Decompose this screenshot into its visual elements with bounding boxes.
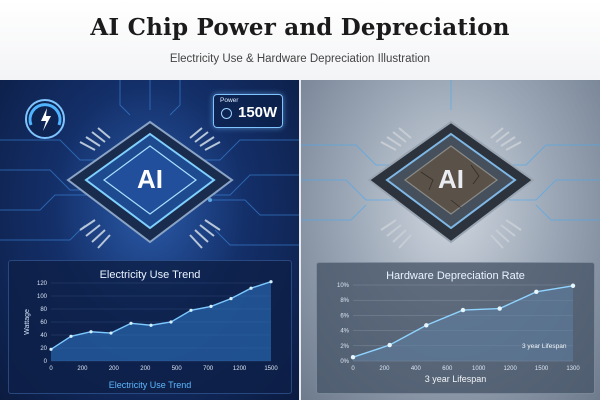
data-point	[570, 283, 576, 288]
depreciation-x-label: 3 year Lifespan	[424, 374, 487, 384]
clock-icon	[221, 108, 232, 119]
data-point	[209, 304, 213, 308]
circuit-background-left: AI	[0, 80, 299, 249]
series-area	[51, 281, 271, 361]
page-subtitle: Electricity Use & Hardware Depreciation …	[169, 53, 431, 65]
depreciation-panel: AI Hardware Depreciation Rate 0% 2% 4% 6% 8%…	[301, 80, 600, 400]
x-tick-label: 1200	[233, 366, 247, 372]
power-value: 150W	[238, 104, 278, 121]
data-point	[387, 342, 392, 348]
electricity-x-label: Electricity Use Trend	[108, 380, 192, 390]
data-point	[350, 355, 356, 360]
y-tick-label: 8%	[340, 298, 349, 304]
crack-marks	[420, 164, 480, 209]
x-tick-label: 600	[442, 366, 453, 372]
data-point	[229, 297, 233, 301]
data-point	[424, 323, 429, 328]
y-tick-label: 60	[40, 320, 47, 326]
data-point	[534, 289, 539, 295]
y-tick-label: 2%	[340, 344, 349, 350]
x-tick-label: 1200	[503, 366, 517, 372]
series-line	[50, 281, 272, 350]
lifespan-annotation: 3 year Lifespan	[522, 343, 567, 350]
series-area	[353, 285, 573, 361]
electricity-panel: AI Power 150W Electricity Use Trend 0 20 4…	[0, 80, 299, 400]
depreciation-chart: 0% 2% 4% 6% 8% 10% 0 200 400 600 1000 1200 1500 1300	[337, 283, 580, 372]
panel-divider	[299, 80, 301, 400]
y-tick-label: 120	[37, 281, 48, 287]
data-point	[249, 286, 253, 290]
x-tick-label: 1000	[472, 366, 486, 372]
x-tick-label: 700	[203, 366, 214, 372]
y-tick-label: 4%	[340, 329, 349, 335]
x-tick-label: 200	[77, 366, 88, 372]
x-tick-label: 500	[172, 366, 183, 372]
data-point	[460, 307, 466, 313]
x-tick-label: 200	[109, 366, 120, 372]
data-point	[89, 330, 93, 334]
circuit-background-right: AI	[301, 80, 600, 249]
power-gauge-icon	[25, 99, 65, 139]
chip-label-right: AI	[438, 164, 464, 194]
depreciation-chart-card: Hardware Depreciation Rate 0% 2% 4% 6% 8% 10%…	[316, 262, 595, 394]
data-point	[497, 306, 502, 311]
y-tick-label: 40	[40, 333, 47, 339]
y-tick-label: 20	[40, 346, 47, 352]
y-tick-label: 10%	[337, 283, 350, 289]
chip-label-left: AI	[137, 164, 163, 194]
data-point	[189, 308, 193, 312]
power-label: Power	[220, 97, 239, 104]
y-tick-label: 0	[44, 359, 48, 365]
depreciation-chart-title: Hardware Depreciation Rate	[386, 270, 525, 282]
data-point	[109, 331, 113, 335]
x-tick-label: 1300	[566, 366, 580, 372]
y-tick-label: 0%	[340, 359, 349, 365]
data-point	[169, 320, 173, 324]
electricity-chart-card: Electricity Use Trend 0 20 40 60 80 100 120 0 20…	[8, 260, 292, 394]
data-point	[49, 347, 53, 351]
x-tick-label: 0	[351, 366, 355, 372]
data-point	[149, 323, 153, 327]
x-tick-label: 200	[379, 366, 390, 372]
x-tick-label: 1500	[264, 366, 278, 372]
power-badge: Power 150W	[213, 94, 283, 128]
data-point	[269, 280, 273, 284]
electricity-chart-title: Electricity Use Trend	[99, 269, 201, 281]
x-tick-label: 400	[411, 366, 422, 372]
y-axis-label: Wattage	[24, 309, 31, 335]
data-point	[129, 321, 133, 325]
page-title: AI Chip Power and Depreciation	[90, 14, 510, 41]
data-point	[69, 334, 73, 338]
x-tick-label: 0	[49, 366, 53, 372]
y-tick-label: 80	[40, 307, 47, 313]
y-tick-label: 6%	[340, 313, 349, 319]
x-tick-label: 200	[140, 366, 151, 372]
header: AI Chip Power and Depreciation Electrici…	[0, 0, 600, 80]
x-tick-label: 1500	[535, 366, 549, 372]
y-tick-label: 100	[37, 294, 48, 300]
